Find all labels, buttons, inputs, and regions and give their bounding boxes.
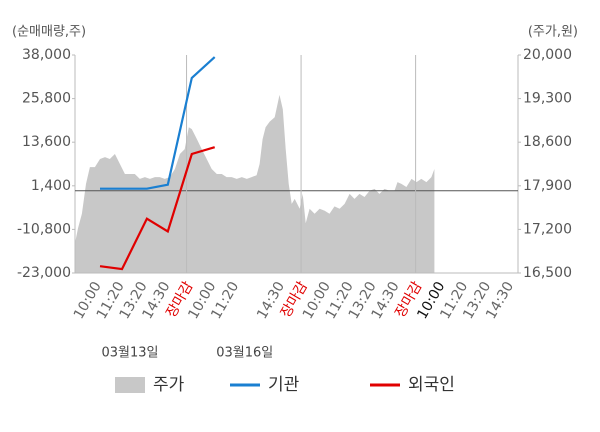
y-tick-label: 13,600 <box>22 134 71 150</box>
y-tick-label: -23,000 <box>17 265 71 281</box>
date-label: 03월16일 <box>216 346 273 361</box>
legend-swatch <box>115 377 145 393</box>
legend-label: 주가 <box>153 375 185 395</box>
y-axis-label: (순매매량,주) <box>12 25 86 40</box>
y2-tick-label: 18,600 <box>523 134 572 150</box>
legend-label: 기관 <box>268 375 299 395</box>
y2-tick-label: 17,200 <box>523 221 572 237</box>
y-tick-label: 38,000 <box>22 47 71 63</box>
y2-tick-label: 20,000 <box>523 47 572 63</box>
y2-tick-label: 16,500 <box>523 265 572 281</box>
legend-label: 외국인 <box>408 375 455 395</box>
y-tick-label: -10,800 <box>17 221 71 237</box>
y-tick-label: 1,400 <box>31 178 71 194</box>
y2-tick-label: 17,900 <box>523 178 572 194</box>
date-label: 03월13일 <box>101 346 158 361</box>
price-area <box>75 94 435 274</box>
series-line <box>100 56 216 190</box>
y2-axis-label: (주가,원) <box>528 25 578 40</box>
y-tick-label: 25,800 <box>22 91 71 107</box>
y2-tick-label: 19,300 <box>523 91 572 107</box>
series-line <box>99 146 216 271</box>
